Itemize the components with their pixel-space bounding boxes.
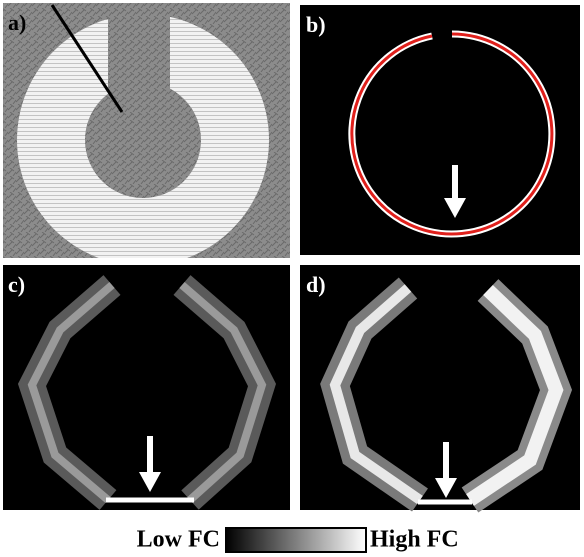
panel-label: b) (306, 12, 326, 37)
colorbar-gradient (226, 528, 366, 552)
panel-c: c) (3, 265, 290, 510)
ring-gap (108, 3, 170, 138)
colorbar: Low FC High FC (137, 527, 459, 553)
panel-label: a) (8, 10, 26, 35)
panel-b: b) (300, 5, 580, 255)
panel-background (300, 5, 580, 255)
figure: a) b) c) d) Low FC High FC (0, 0, 584, 557)
panel-a: a) (3, 3, 290, 266)
panel-d: d) (300, 265, 580, 510)
colorbar-low-label: Low FC (137, 527, 220, 553)
colorbar-high-label: High FC (370, 527, 459, 553)
page: a) b) c) d) Low FC High FC (0, 0, 584, 557)
panel-label: c) (8, 272, 25, 297)
panel-label: d) (306, 272, 326, 297)
